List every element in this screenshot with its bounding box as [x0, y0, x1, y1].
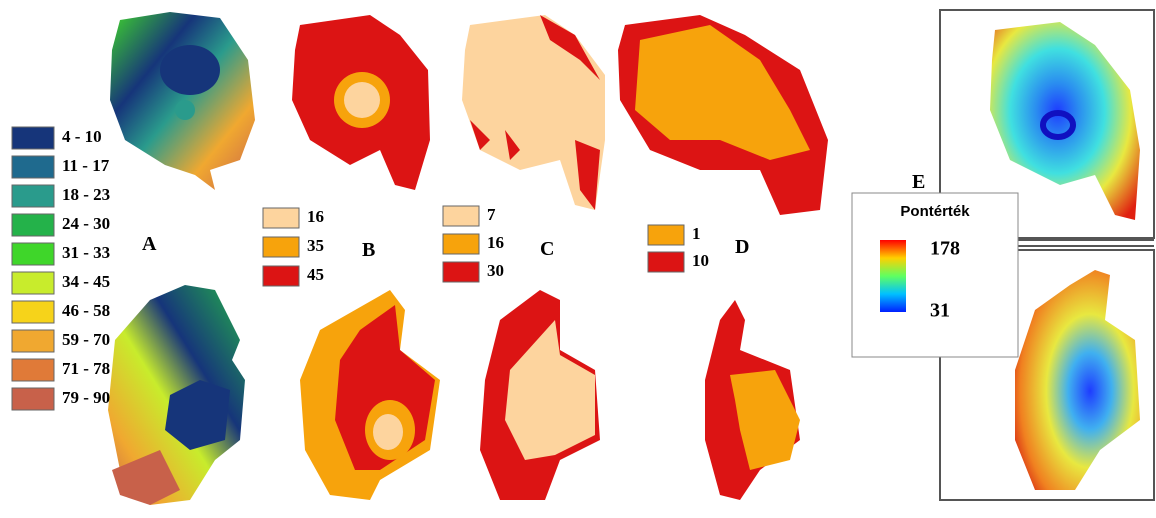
legend-label: 71 - 78: [62, 359, 110, 378]
legend-label: 45: [307, 265, 324, 284]
legend-label: 31 - 33: [62, 243, 110, 262]
panel-label: C: [540, 238, 554, 260]
legend-label: 16: [307, 207, 324, 226]
legend-swatch: [11, 126, 55, 150]
legend-swatch: [647, 224, 685, 246]
scale-max: 178: [930, 238, 960, 260]
legend-swatch: [11, 271, 55, 295]
scale-min: 31: [930, 300, 950, 322]
panel-label: E: [912, 171, 925, 193]
map-d-bottom: [705, 300, 800, 500]
legend-label: 30: [487, 261, 504, 280]
legend-swatch: [262, 236, 300, 258]
legend-swatch: [11, 155, 55, 179]
color-bar: [880, 240, 906, 312]
legend-swatch: [442, 205, 480, 227]
legend-swatch: [442, 261, 480, 283]
map-b-top: [292, 15, 430, 190]
legend-label: 1: [692, 224, 701, 243]
legend-title: Pontérték: [900, 203, 970, 220]
legend-swatch: [262, 265, 300, 287]
frame-e-bottom: [939, 249, 1155, 501]
map-e-bottom: [1015, 270, 1140, 490]
legend-swatch: [647, 251, 685, 273]
legend-label: 7: [487, 205, 496, 224]
map-a-bottom: [108, 285, 245, 505]
map-c-bottom: [480, 290, 600, 500]
legend-label: 4 - 10: [62, 127, 102, 146]
legend-label: 24 - 30: [62, 214, 110, 233]
panel-label: A: [142, 233, 157, 255]
legend-label: 34 - 45: [62, 272, 110, 291]
legend-box: [851, 192, 1019, 358]
legend-label: 59 - 70: [62, 330, 110, 349]
legend-swatch: [11, 300, 55, 324]
legend-label: 10: [692, 251, 709, 270]
frame-e-top: [939, 9, 1155, 239]
legend-label: 18 - 23: [62, 185, 110, 204]
map-c-top: [462, 15, 605, 210]
legend-e: Pontérték 178 31: [851, 192, 1019, 358]
legend-swatch: [442, 233, 480, 255]
legend-swatch: [11, 387, 55, 411]
legend-label: 16: [487, 233, 504, 252]
legend-label: 11 - 17: [62, 156, 110, 175]
panel-label: B: [362, 239, 375, 261]
legend-label: 46 - 58: [62, 301, 110, 320]
map-b-bottom: [300, 290, 440, 500]
panel-label: D: [735, 236, 749, 258]
legend-label: 79 - 90: [62, 388, 110, 407]
legend-label: 35: [307, 236, 324, 255]
legend-swatch: [11, 329, 55, 353]
map-d-top: [618, 15, 828, 215]
legend-swatch: [262, 207, 300, 229]
legend-swatch: [11, 242, 55, 266]
legend-swatch: [11, 184, 55, 208]
legend-swatch: [11, 358, 55, 382]
map-a-top: [110, 12, 255, 190]
legend-swatch: [11, 213, 55, 237]
map-e-top: [990, 22, 1140, 220]
